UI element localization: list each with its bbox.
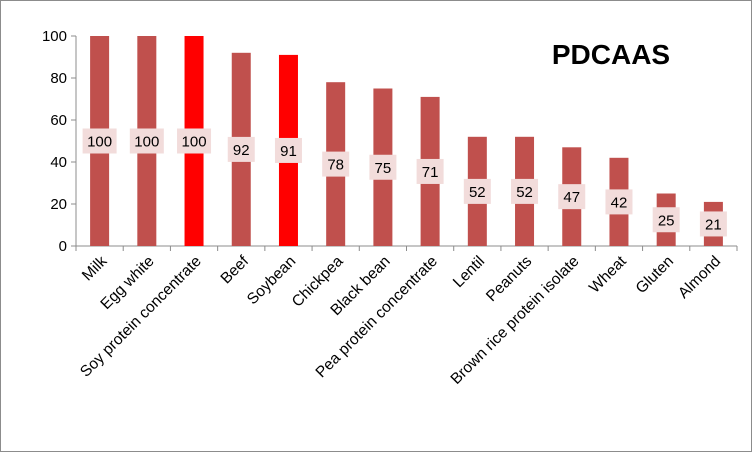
data-label-box [177, 128, 212, 154]
data-label-box [605, 189, 633, 215]
data-label: 71 [422, 164, 439, 181]
data-label: 91 [280, 143, 297, 160]
category-label: Milk [79, 253, 111, 285]
y-tick-label: 0 [59, 238, 67, 255]
category-label: Almond [675, 253, 724, 302]
data-label: 52 [516, 184, 533, 201]
y-tick-label: 100 [42, 28, 67, 45]
data-label-box [274, 137, 302, 163]
data-label-box [699, 211, 727, 237]
data-label: 75 [375, 160, 392, 177]
data-label-box [463, 178, 491, 204]
data-label-box [227, 136, 255, 162]
data-labels: 100 100 100 92 91 78 75 71 52 52 47 42 25 21 [82, 128, 727, 237]
data-label-box [416, 158, 444, 184]
data-label: 100 [87, 134, 112, 151]
data-label: 100 [134, 134, 159, 151]
data-label: 100 [182, 134, 207, 151]
data-label: 42 [611, 194, 628, 211]
data-label: 21 [705, 216, 722, 233]
category-label: Gluten [633, 253, 677, 297]
chart-title: PDCAAS [552, 39, 670, 70]
y-tick-label: 60 [50, 112, 67, 129]
data-label-box [322, 151, 350, 177]
category-label: Wheat [586, 252, 630, 296]
data-label: 52 [469, 184, 486, 201]
data-label-box [82, 128, 117, 154]
data-label-box [558, 184, 586, 210]
data-label: 78 [327, 157, 344, 174]
data-label-box [511, 178, 539, 204]
data-label: 92 [233, 142, 250, 159]
category-label: Beef [218, 252, 253, 287]
data-label: 25 [658, 212, 675, 229]
category-label: Lentil [450, 253, 488, 291]
data-label-box [129, 128, 164, 154]
y-axis: 0 20 40 60 80 100 [42, 28, 77, 255]
data-label-box [369, 154, 397, 180]
y-tick-label: 40 [50, 154, 67, 171]
data-label-box [652, 207, 680, 233]
y-tick-label: 20 [50, 196, 67, 213]
data-label: 47 [563, 189, 580, 206]
y-tick-label: 80 [50, 70, 67, 87]
